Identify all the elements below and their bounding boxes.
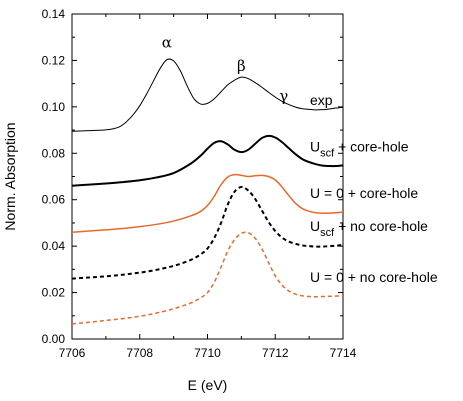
x-tick-label: 7708: [126, 346, 153, 360]
series-label-rest: + no core-hole: [334, 218, 428, 234]
x-axis-label: E (eV): [188, 377, 228, 393]
y-tick-label: 0.10: [42, 100, 66, 114]
axis-ticks: 7706 7708 7710 7712 7714 0.00 0.02 0.04 0.06 0.08…: [42, 7, 357, 360]
series-lines: [71, 58, 344, 325]
peak-label-0: α: [162, 34, 172, 52]
series-label-1: Uscf + core-hole: [310, 138, 409, 159]
y-tick-label: 0.14: [42, 7, 66, 21]
y-tick-label: 0.06: [42, 193, 66, 207]
y-tick-label: 0.00: [42, 332, 66, 346]
series-label-main: U: [310, 218, 320, 234]
series-line-1: [71, 134, 344, 187]
y-axis-label: Norm. Absorption: [2, 122, 18, 230]
x-tick-label: 7706: [59, 346, 86, 360]
series-labels: exp Uscf + core-hole U = 0 + core-hole Uscf…: [310, 92, 438, 285]
series-label-main: U = 0 + core-hole: [310, 185, 418, 201]
series-label-2: U = 0 + core-hole: [310, 185, 418, 201]
peak-label-2: γ: [279, 87, 288, 105]
series-label-main: exp: [310, 92, 333, 108]
plot-frame: [71, 13, 344, 340]
series-label-3: Uscf + no core-hole: [310, 218, 428, 239]
peak-labels: α β γ: [162, 34, 288, 105]
series-label-sub: scf: [320, 227, 335, 239]
series-label-4: U = 0 + no core-hole: [310, 269, 438, 285]
y-tick-label: 0.02: [42, 286, 66, 300]
y-tick-label: 0.08: [42, 146, 66, 160]
series-label-rest: + core-hole: [334, 138, 409, 154]
plot-border: [71, 13, 344, 340]
y-tick-label: 0.04: [42, 239, 66, 253]
series-label-main: U: [310, 138, 320, 154]
x-tick-label: 7710: [194, 346, 221, 360]
y-tick-label: 0.12: [42, 53, 66, 67]
series-label-sub: scf: [320, 147, 335, 159]
series-label-main: U = 0 + no core-hole: [310, 269, 438, 285]
series-label-0: exp: [310, 92, 333, 108]
x-tick-label: 7714: [330, 346, 357, 360]
series-line-3: [71, 185, 344, 280]
series-line-0: [71, 58, 344, 132]
peak-label-1: β: [237, 57, 246, 75]
series-line-2: [71, 173, 344, 233]
x-tick-label: 7712: [262, 346, 289, 360]
series-line-4: [71, 231, 344, 325]
